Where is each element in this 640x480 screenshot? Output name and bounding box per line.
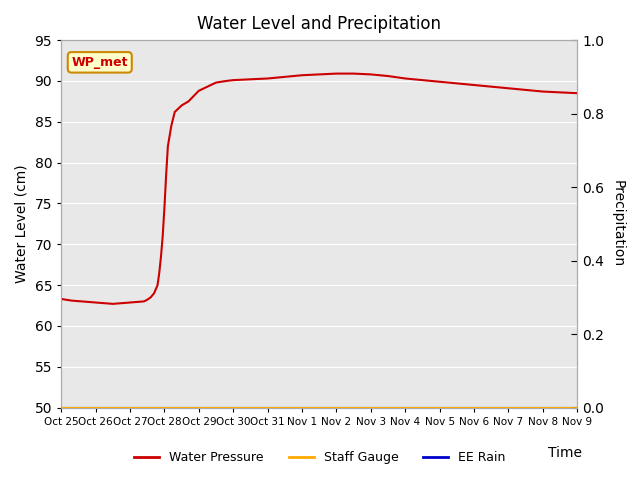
Y-axis label: Water Level (cm): Water Level (cm) — [15, 165, 29, 283]
Y-axis label: Precipitation: Precipitation — [611, 180, 625, 267]
Text: Time: Time — [548, 446, 582, 460]
Text: WP_met: WP_met — [72, 56, 128, 69]
Legend: Water Pressure, Staff Gauge, EE Rain: Water Pressure, Staff Gauge, EE Rain — [129, 446, 511, 469]
Title: Water Level and Precipitation: Water Level and Precipitation — [197, 15, 441, 33]
